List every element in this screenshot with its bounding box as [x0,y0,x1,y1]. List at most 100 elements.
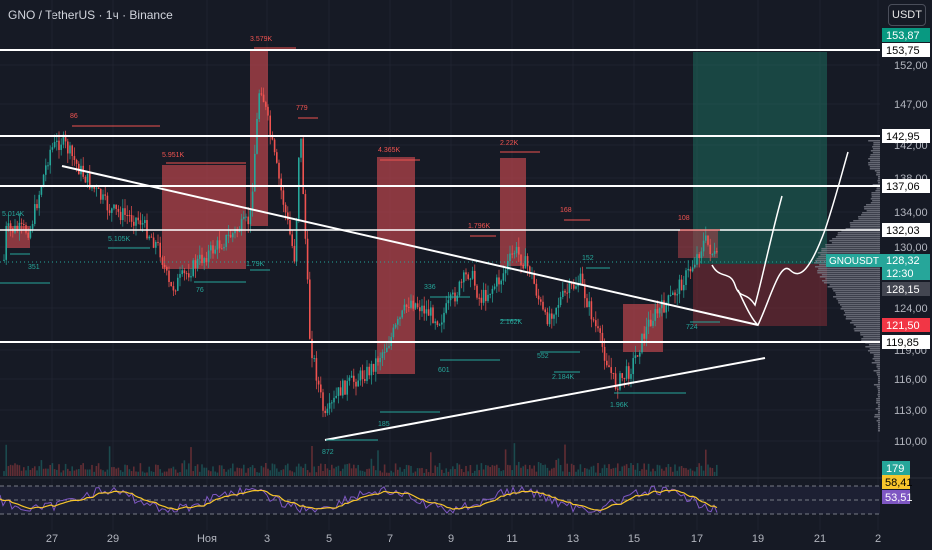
volume-bar [177,472,179,476]
price-axis[interactable]: 152,00147,00142,00138,00134,00130,00124,… [882,28,930,448]
volume-bar [256,472,258,476]
profile-bar [851,320,880,322]
volume-bar [412,472,414,476]
candle-body [469,278,472,280]
volume-bar [214,471,216,476]
current-symbol: GNOUSDT [829,256,879,267]
candle-body [89,173,91,189]
volume-annotation: 152 [582,255,594,262]
candle-body [205,258,208,263]
currency-button[interactable]: USDT [888,4,926,26]
volume-bar [199,471,201,476]
profile-bar [872,146,880,148]
volume-bar [619,471,621,476]
candle-body [221,248,223,250]
volume-bar [3,471,5,476]
time-tick: Ноя [197,533,217,545]
volume-bar [95,465,98,476]
candle-body [216,240,219,250]
candle-body [480,297,483,303]
candle-body [177,277,179,291]
volume-bar [152,471,155,476]
volume-bar [678,466,681,476]
profile-bar [832,238,880,240]
volume-bar [707,464,709,476]
volume-bar [313,466,315,476]
candle-body [60,144,62,150]
volume-annotation: 872 [322,449,334,456]
volume-bar [309,472,311,476]
profile-bar [843,314,880,316]
candle-body [194,260,197,269]
volume-bar [337,465,340,476]
volume-annotation: 168 [560,207,572,214]
time-axis[interactable]: 27 29 Ноя 3 5 7 9 11 13 15 17 19 21 2 [46,533,881,545]
profile-bar [821,250,880,252]
candle-body [25,225,27,233]
volume-bar [135,471,137,476]
candle-body [29,229,32,238]
profile-bar [878,378,880,380]
volume-bar [504,449,507,476]
candle-body [713,251,716,254]
profile-bar [876,374,880,376]
volume-bar [588,469,590,476]
volume-bar [159,469,161,476]
volume-bar [161,472,164,476]
volume-bar [449,469,452,476]
volume-bar [201,464,203,476]
volume-bar [9,464,12,476]
candle-body [335,395,337,398]
candle-body [520,254,522,265]
volume-bar [656,464,659,476]
candle-body [364,379,366,381]
profile-bar [878,430,880,432]
candle-body [234,228,236,234]
profile-bar [854,330,880,332]
volume-bar [196,464,199,476]
volume-bar [408,465,410,476]
profile-bar [858,218,880,220]
volume-bar [489,466,491,476]
volume-annotation: 2.162K [500,319,523,326]
candle-body [113,204,115,209]
time-tick: 27 [46,533,58,545]
candle-body [133,221,135,226]
price-tick: 134,00 [894,207,928,219]
candle-body [513,253,516,255]
price-label [882,335,930,349]
volume-bar [553,467,555,476]
volume-bars [3,443,718,476]
candle-body [170,282,172,287]
volume-bar [559,464,562,476]
volume-bar [227,469,230,476]
candle-body [163,264,166,268]
candle-body [280,178,282,191]
profile-bar [858,216,880,218]
volume-bar [291,471,293,476]
rsi-value: 53,51 [885,492,913,504]
candle-body [621,373,623,378]
volume-bar [7,466,10,476]
candle-body [476,285,478,298]
candle-body [271,134,274,140]
candle-body [460,281,463,283]
candle-body [377,358,379,363]
profile-bar [840,304,880,306]
candle-body [414,303,417,309]
profile-bar [873,142,880,144]
volume-bar [410,465,412,476]
candle-body [658,308,661,314]
candle-body [346,380,348,395]
volume-bar [262,467,265,476]
volume-bar [592,465,595,476]
stop-zone [693,264,827,326]
volume-bar [331,464,333,476]
volume-annotation: 1.79K [246,261,265,268]
candle-body [300,138,302,158]
volume-bar [216,472,219,476]
profile-bar [818,268,880,270]
candle-body [251,191,254,210]
volume-bar [359,470,362,476]
